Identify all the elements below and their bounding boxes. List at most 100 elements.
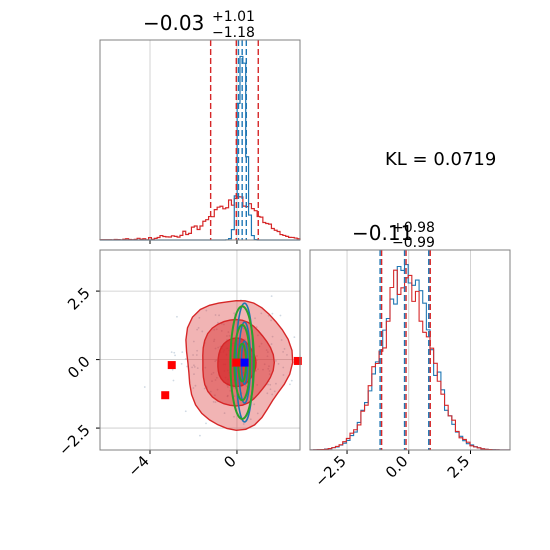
joint-sample-point	[255, 326, 258, 329]
joint-sample-point	[214, 360, 217, 363]
title-param-2-upper: +0.98	[392, 220, 435, 236]
joint-sample-point	[283, 347, 286, 350]
joint-sample-point	[217, 346, 220, 349]
joint-ytick-label: 0.0	[64, 353, 94, 383]
joint-density-panel: −2.5 0.0 2.5 −4 0	[55, 249, 302, 480]
joint-sample-point	[180, 362, 183, 365]
joint-sample-point	[195, 354, 198, 356]
joint-sample-point	[196, 367, 199, 370]
joint-sample-point	[256, 355, 258, 357]
joint-sample-point	[232, 386, 235, 389]
hist2-red-histogram	[309, 269, 511, 451]
joint-sample-point	[193, 373, 195, 376]
joint-xtick-label: 0	[220, 452, 239, 471]
joint-sample-point	[229, 389, 232, 392]
joint-sample-point	[143, 386, 146, 388]
joint-sample-point	[279, 314, 282, 317]
joint-sample-point	[209, 390, 212, 393]
joint-sample-point	[227, 331, 230, 333]
hist2-xtick-label: 2.5	[444, 452, 474, 482]
joint-sample-point	[260, 312, 263, 315]
joint-sample-point	[181, 351, 184, 354]
joint-sample-point	[212, 400, 215, 403]
joint-frame	[99, 249, 301, 451]
joint-sample-point	[196, 349, 199, 352]
joint-sample-point	[290, 379, 293, 382]
joint-sample-point	[197, 326, 200, 329]
joint-sample-point	[214, 347, 217, 350]
joint-sample-point	[211, 380, 213, 383]
hist2-xtick-label: 0.0	[382, 452, 412, 482]
joint-sample-point	[193, 364, 195, 367]
joint-sample-point	[214, 401, 217, 403]
joint-sample-point	[268, 370, 271, 372]
joint-sample-point	[212, 371, 215, 374]
joint-sample-point	[267, 367, 270, 370]
joint-ytick-label: 2.5	[64, 284, 94, 314]
joint-sample-point	[277, 362, 280, 365]
joint-sample-point	[176, 315, 178, 318]
joint-sample-point	[173, 351, 176, 354]
joint-sample-point	[198, 316, 201, 319]
joint-sample-point	[233, 415, 235, 418]
joint-sample-point	[170, 351, 173, 354]
joint-sample-point	[213, 340, 215, 343]
joint-sample-point	[171, 368, 174, 371]
joint-sample-point	[253, 403, 256, 406]
joint-sample-point	[254, 317, 256, 320]
joint-sample-point	[270, 319, 273, 322]
joint-red-center-marker	[232, 358, 241, 367]
joint-red-outlier-marker	[293, 356, 302, 365]
joint-sample-point	[205, 309, 208, 312]
joint-sample-point	[226, 386, 229, 388]
joint-sample-point	[186, 365, 188, 368]
joint-sample-point	[273, 390, 276, 393]
joint-sample-point	[242, 423, 245, 425]
joint-sample-point	[267, 383, 269, 386]
joint-sample-point	[266, 392, 269, 395]
joint-sample-point	[218, 314, 220, 317]
joint-sample-point	[233, 395, 236, 397]
joint-sample-point	[210, 373, 213, 376]
joint-sample-point	[280, 339, 283, 341]
joint-sample-point	[269, 388, 272, 391]
joint-sample-point	[204, 366, 207, 369]
joint-sample-point	[214, 379, 217, 381]
joint-sample-point	[256, 359, 258, 362]
joint-sample-point	[215, 328, 218, 331]
joint-sample-point	[194, 384, 197, 387]
joint-sample-point	[267, 314, 270, 317]
joint-sample-point	[192, 387, 195, 389]
hist1-blue-histogram	[100, 55, 300, 241]
joint-sample-point	[260, 342, 263, 345]
joint-sample-point	[174, 354, 176, 357]
joint-sample-point	[262, 368, 264, 371]
joint-red-outlier-marker	[161, 391, 170, 400]
title-param-1-lower: −1.18	[212, 25, 255, 41]
hist2-blue-histogram	[309, 263, 511, 451]
joint-sample-point	[249, 418, 252, 421]
joint-sample-point	[266, 351, 269, 353]
joint-blue-center-marker	[240, 358, 249, 367]
hist1-frame	[99, 39, 301, 241]
joint-sample-point	[282, 366, 285, 369]
joint-sample-point	[270, 295, 273, 298]
title-param-1-median: −0.03	[143, 11, 204, 35]
joint-sample-point	[214, 314, 217, 316]
joint-sample-point	[193, 365, 196, 368]
joint-sample-point	[282, 374, 285, 376]
title-param-1: −0.03	[143, 11, 204, 35]
joint-sample-point	[257, 334, 259, 337]
joint-sample-point	[268, 373, 271, 376]
joint-sample-point	[275, 360, 277, 362]
title-param-2: −0.11	[352, 221, 413, 245]
joint-sample-point	[223, 412, 226, 415]
hist1-red-histogram	[99, 196, 301, 241]
joint-ytick-label: −2.5	[55, 421, 93, 459]
joint-sample-point	[214, 394, 216, 397]
joint-sample-point	[275, 382, 277, 385]
joint-sample-point	[265, 349, 268, 351]
title-param-2-lower: −0.99	[392, 235, 435, 251]
joint-sample-point	[263, 363, 266, 366]
